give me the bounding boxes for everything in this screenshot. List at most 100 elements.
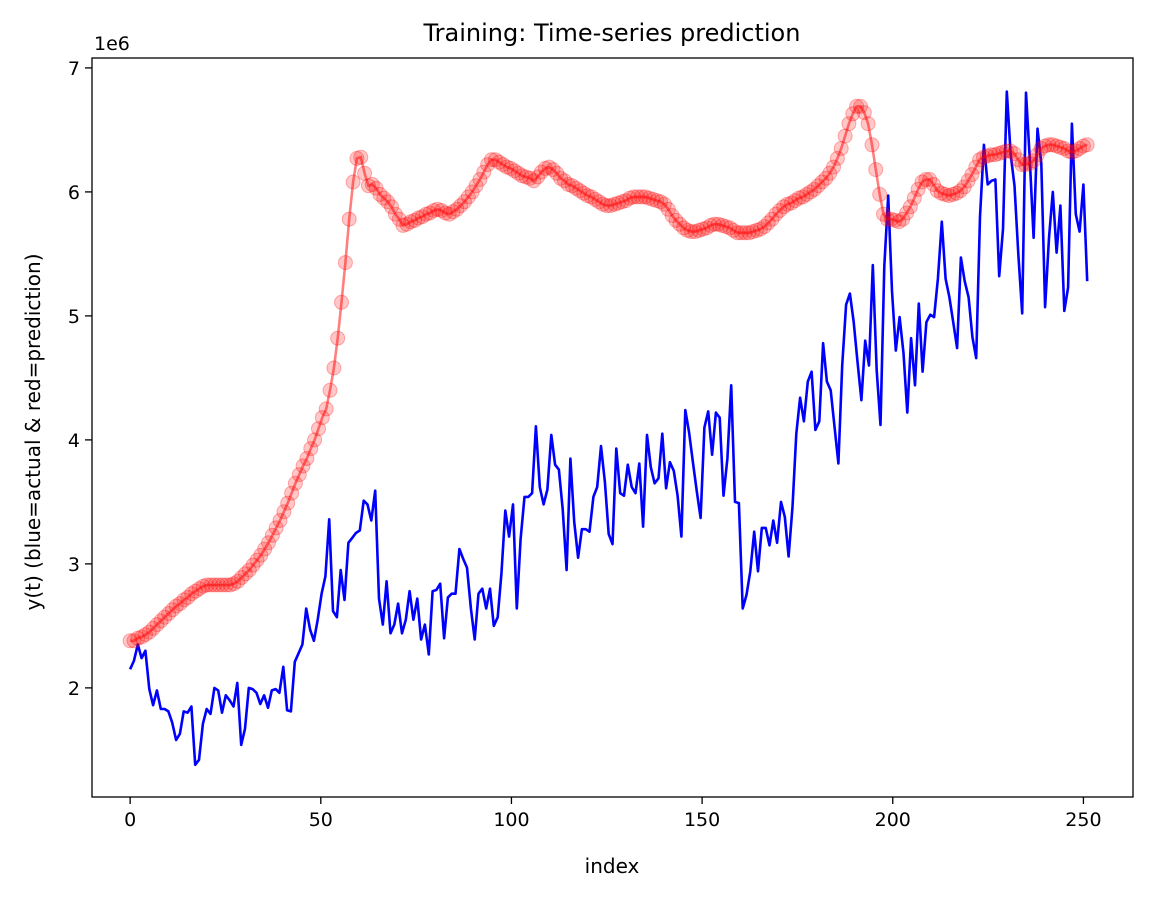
prediction-point — [637, 189, 653, 205]
prediction-point — [587, 191, 603, 207]
prediction-point — [226, 576, 242, 592]
y-tick-label: 6 — [68, 182, 80, 204]
prediction-point — [795, 189, 811, 205]
prediction-point — [257, 541, 273, 557]
prediction-point — [856, 105, 872, 121]
prediction-point — [983, 147, 999, 163]
prediction-point — [906, 190, 922, 206]
prediction-point — [676, 220, 692, 236]
prediction-point — [426, 203, 442, 218]
prediction-point — [476, 164, 492, 180]
prediction-point — [430, 201, 446, 217]
prediction-point — [168, 598, 184, 614]
prediction-point — [1037, 138, 1053, 154]
prediction-point — [1006, 146, 1022, 161]
prediction-point — [668, 212, 684, 228]
prediction-point — [937, 186, 953, 202]
prediction-point — [622, 190, 638, 206]
prediction-point — [1056, 141, 1072, 156]
prediction-point — [222, 577, 238, 593]
prediction-point — [453, 198, 469, 214]
prediction-point — [1041, 137, 1057, 153]
y-tick-label: 2 — [68, 678, 80, 700]
prediction-point — [395, 217, 411, 233]
prediction-point — [322, 382, 338, 398]
prediction-point — [491, 154, 507, 170]
prediction-point — [607, 196, 622, 212]
prediction-point — [407, 212, 423, 228]
prediction-point — [949, 185, 965, 201]
y-tick-label: 5 — [68, 306, 80, 328]
prediction-point — [718, 219, 734, 235]
prediction-point — [610, 195, 626, 211]
prediction-point — [218, 577, 234, 593]
axes-frame — [91, 57, 1134, 798]
prediction-point — [699, 220, 715, 236]
prediction-point — [337, 255, 353, 271]
prediction-point — [979, 148, 995, 164]
prediction-point — [591, 194, 607, 210]
prediction-point — [434, 203, 449, 218]
prediction-point — [141, 624, 157, 640]
y-tick-label: 4 — [68, 430, 80, 452]
prediction-point — [149, 617, 165, 633]
prediction-point — [653, 194, 669, 210]
prediction-point — [276, 504, 292, 520]
prediction-point — [287, 475, 303, 491]
prediction-point — [972, 152, 988, 168]
prediction-point — [560, 177, 576, 192]
prediction-point — [822, 165, 838, 181]
prediction-point — [818, 170, 834, 186]
prediction-point — [472, 172, 488, 187]
prediction-point — [145, 620, 161, 636]
prediction-point — [1068, 143, 1084, 159]
prediction-point — [499, 159, 515, 175]
prediction-point — [691, 222, 707, 238]
prediction-point — [672, 216, 688, 232]
prediction-point — [564, 178, 580, 194]
x-axis-ticks: 0 50 100 150 200 250 — [124, 797, 1102, 831]
prediction-point — [280, 495, 296, 511]
prediction-point — [626, 189, 642, 205]
prediction-point — [1025, 153, 1041, 169]
prediction-point — [345, 174, 361, 190]
prediction-point — [384, 199, 399, 215]
prediction-point — [126, 633, 142, 649]
prediction-point — [595, 196, 611, 212]
prediction-point — [457, 194, 472, 210]
prediction-point — [833, 141, 849, 156]
prediction-point — [557, 173, 572, 189]
prediction-point — [853, 98, 868, 114]
prediction-point — [841, 116, 857, 132]
prediction-point — [999, 143, 1014, 159]
prediction-point — [645, 191, 661, 207]
prediction-point — [253, 547, 269, 563]
prediction-point — [360, 178, 376, 194]
prediction-point — [410, 210, 426, 226]
prediction-point — [603, 198, 619, 214]
prediction-point — [264, 527, 280, 543]
y-offset-label: 1e6 — [94, 33, 130, 55]
prediction-point — [414, 209, 430, 225]
prediction-point — [968, 159, 984, 175]
prediction-point — [1060, 143, 1076, 159]
prediction-point — [1018, 157, 1034, 173]
prediction-point — [418, 206, 434, 222]
prediction-point — [480, 157, 496, 173]
prediction-point — [553, 170, 569, 186]
prediction-point — [895, 211, 911, 227]
prediction-point — [134, 629, 150, 645]
prediction-point — [330, 330, 346, 346]
prediction-point — [922, 172, 938, 187]
prediction-point — [1072, 141, 1088, 156]
prediction-point — [952, 183, 968, 199]
prediction-point — [683, 224, 699, 240]
prediction-point — [249, 552, 265, 568]
prediction-point — [314, 410, 330, 426]
prediction-point — [380, 194, 396, 210]
prediction-point — [184, 586, 200, 602]
prediction-point — [872, 186, 888, 202]
prediction-point — [864, 137, 880, 153]
x-tick-label: 200 — [875, 809, 911, 831]
